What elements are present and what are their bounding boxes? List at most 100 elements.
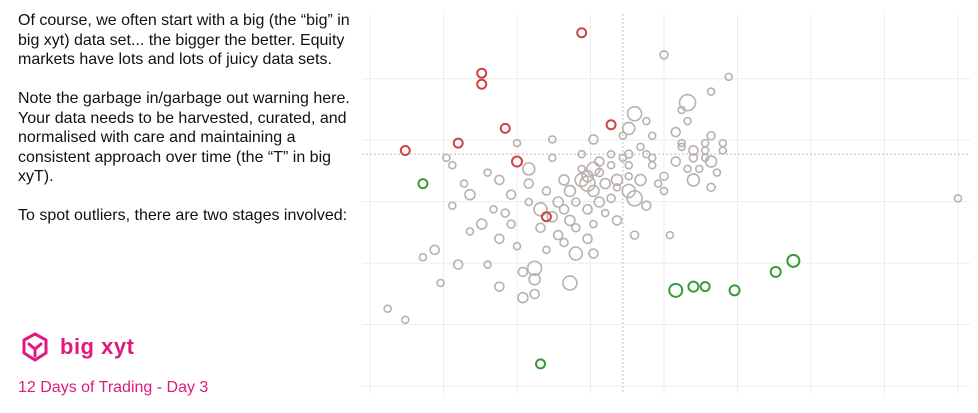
data-point-neutral — [442, 153, 451, 163]
data-point-neutral — [574, 172, 589, 188]
data-point-neutral — [483, 260, 492, 269]
data-point-neutral — [683, 116, 692, 126]
data-point-neutral — [659, 49, 669, 60]
data-point-neutral — [686, 173, 701, 187]
data-point-neutral — [718, 138, 728, 148]
data-point-neutral — [623, 149, 634, 159]
data-point-neutral — [610, 173, 624, 187]
paragraph-intro: Of course, we often start with a big (th… — [18, 12, 350, 68]
data-point-neutral — [642, 116, 651, 126]
data-point-neutral — [571, 197, 581, 207]
data-point-neutral — [683, 164, 692, 174]
data-point-neutral — [547, 153, 557, 163]
data-point-neutral — [688, 145, 699, 156]
data-point-neutral — [577, 164, 586, 174]
data-point-high — [476, 67, 488, 79]
data-point-neutral — [677, 142, 686, 152]
data-point-neutral — [483, 168, 492, 177]
big-xyt-logo-icon — [22, 332, 48, 362]
data-point-neutral — [489, 205, 498, 214]
data-point-neutral — [383, 304, 392, 314]
data-point-neutral — [624, 171, 634, 181]
data-point-neutral — [678, 93, 697, 112]
data-point-neutral — [552, 196, 564, 208]
data-point-neutral — [535, 222, 546, 234]
data-point-neutral — [606, 149, 616, 159]
data-point-high — [511, 155, 523, 168]
data-point-neutral — [670, 156, 682, 167]
data-point-neutral — [588, 134, 599, 145]
paragraph-warning: Note the garbage in/garbage out warning … — [18, 90, 350, 185]
data-point-neutral — [718, 146, 728, 155]
data-point-neutral — [529, 288, 540, 300]
data-point-low — [786, 253, 801, 268]
data-point-neutral — [626, 105, 643, 122]
data-point-neutral — [706, 87, 716, 96]
data-point-neutral — [563, 184, 577, 198]
data-point-neutral — [562, 275, 578, 291]
data-point-neutral — [571, 222, 581, 233]
data-point-neutral — [500, 208, 511, 218]
data-point-neutral — [577, 149, 586, 159]
data-point-neutral — [647, 131, 657, 141]
data-point-neutral — [642, 149, 651, 159]
data-point-neutral — [436, 278, 445, 288]
data-point-neutral — [629, 230, 640, 240]
brand: big xyt — [18, 330, 134, 364]
data-point-neutral — [506, 219, 516, 229]
data-point-neutral — [582, 233, 593, 245]
data-point-neutral — [582, 204, 593, 215]
data-point-high — [499, 122, 511, 134]
reference-lines — [362, 14, 970, 394]
data-point-neutral — [568, 246, 584, 261]
data-point-neutral — [659, 186, 669, 196]
data-point-neutral — [712, 168, 722, 177]
data-point-neutral — [475, 218, 488, 230]
data-point-neutral — [494, 174, 505, 186]
data-point-neutral — [523, 178, 535, 189]
data-point-neutral — [706, 182, 716, 193]
data-point-neutral — [647, 160, 657, 170]
data-point-neutral — [448, 201, 457, 210]
data-point-neutral — [418, 252, 428, 262]
data-point-neutral — [641, 200, 652, 211]
data-point-neutral — [600, 208, 610, 218]
data-point-neutral — [558, 204, 570, 215]
data-point-neutral — [542, 245, 551, 255]
data-point-neutral — [618, 131, 628, 141]
data-point-neutral — [589, 219, 598, 229]
data-point-neutral — [512, 241, 522, 251]
brand-name: big xyt — [60, 334, 135, 359]
data-point-neutral — [611, 215, 623, 226]
data-point-neutral — [452, 259, 464, 270]
data-point-neutral — [700, 146, 710, 155]
data-point-neutral — [526, 260, 543, 277]
data-point-low — [668, 282, 684, 298]
data-point-neutral — [494, 233, 505, 245]
grid-layer — [362, 14, 970, 394]
data-point-neutral — [636, 142, 645, 152]
scatter-chart — [362, 14, 970, 394]
data-point-neutral — [606, 193, 616, 204]
data-point-neutral — [546, 210, 559, 223]
data-point-neutral — [665, 230, 675, 240]
data-point-neutral — [521, 162, 536, 176]
data-point-neutral — [400, 315, 410, 325]
data-point-neutral — [626, 190, 643, 207]
data-point-neutral — [429, 244, 440, 256]
data-point-neutral — [599, 177, 611, 190]
text-panel: Of course, we often start with a big (th… — [18, 11, 358, 245]
data-point-neutral — [505, 189, 517, 200]
data-point-neutral — [587, 184, 600, 198]
data-point-neutral — [621, 121, 636, 136]
data-point-neutral — [677, 138, 686, 148]
data-point-neutral — [694, 164, 704, 174]
data-point-neutral — [688, 153, 699, 163]
data-point-neutral — [494, 281, 505, 292]
data-point-neutral — [448, 160, 457, 170]
data-point-high — [605, 119, 617, 131]
data-point-high — [452, 137, 464, 149]
data-point-neutral — [653, 179, 663, 188]
data-point-neutral — [558, 174, 570, 186]
data-point-low — [699, 281, 711, 293]
